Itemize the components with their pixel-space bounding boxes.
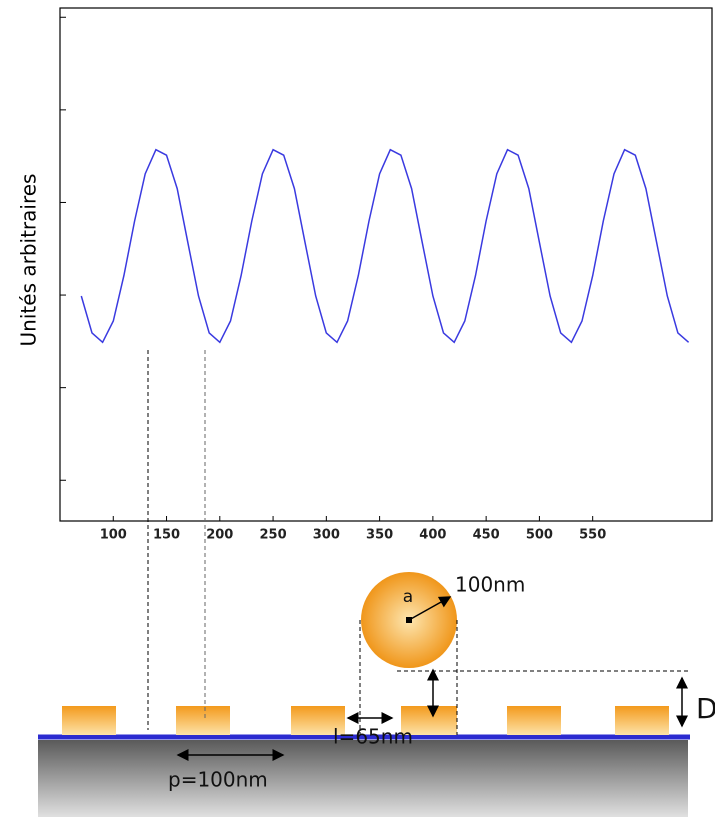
grating-block	[62, 706, 116, 735]
center-dot	[406, 617, 412, 623]
grating-block	[176, 706, 230, 735]
x-tick-label: 150	[153, 528, 180, 543]
plot-frame	[59, 7, 713, 522]
x-tick-label: 500	[526, 528, 553, 543]
x-tick-label: 550	[579, 528, 606, 543]
grating-block	[615, 706, 669, 735]
diagram	[38, 350, 690, 817]
x-tick-label: 200	[206, 528, 233, 543]
distance-label: D	[696, 692, 715, 725]
grating-block	[291, 706, 345, 735]
x-tick-label: 450	[473, 528, 500, 543]
x-tick-label: 300	[313, 528, 340, 543]
data-line	[80, 148, 690, 344]
y-axis-label: Unités arbitraires	[17, 174, 41, 347]
x-tick-label: 350	[366, 528, 393, 543]
grating-block	[507, 706, 561, 735]
radius-label: a	[403, 587, 413, 607]
period-label: p=100nm	[168, 768, 268, 792]
x-tick-label: 100	[100, 528, 127, 543]
x-tick-label: 400	[419, 528, 446, 543]
substrate	[38, 740, 688, 817]
x-tick-label: 250	[260, 528, 287, 543]
arrow	[408, 596, 452, 621]
gap-label: l=65nm	[333, 725, 413, 749]
radius-value: 100nm	[455, 573, 525, 597]
